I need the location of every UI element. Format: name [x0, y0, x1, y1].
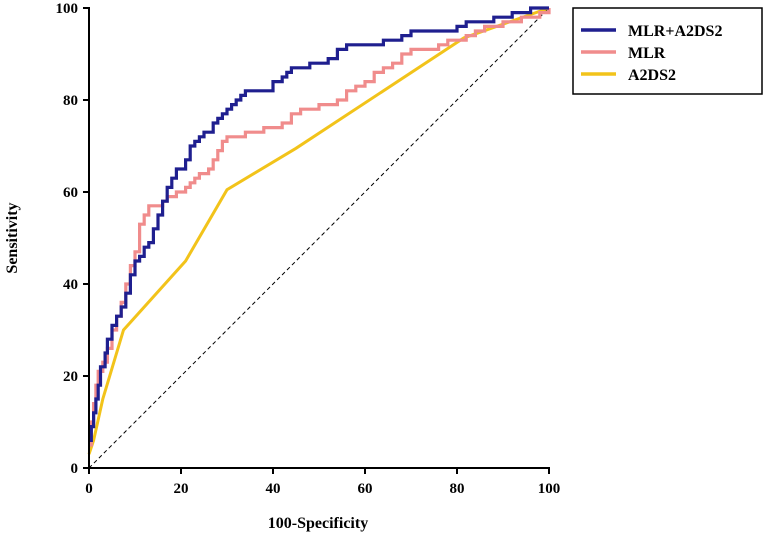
x-tick-label: 100	[538, 481, 561, 497]
y-tick-label: 60	[63, 185, 78, 201]
diagonal-reference-line	[88, 7, 550, 469]
x-tick-label: 20	[174, 481, 189, 497]
legend-label-mlr: MLR	[628, 45, 666, 62]
x-axis-title: 100-Specificity	[268, 515, 368, 532]
legend: MLR+A2DS2 MLR A2DS2	[572, 7, 763, 95]
y-tick-label: 40	[63, 277, 78, 293]
y-axis-title: Sensitivity	[4, 202, 21, 273]
series-line-mlr	[89, 8, 551, 447]
y-tick-label: 100	[56, 1, 79, 17]
ticks-layer: 0 20 40 60 80 100 0 20 40 60 80 100	[56, 1, 561, 497]
legend-label-a2ds2: A2DS2	[628, 67, 676, 84]
y-tick-label: 20	[63, 369, 78, 385]
y-tick-label: 80	[63, 93, 78, 109]
x-tick-label: 0	[85, 481, 93, 497]
series-line-mlr-a2ds2	[89, 6, 549, 442]
x-tick-label: 60	[358, 481, 373, 497]
x-tick-label: 80	[450, 481, 465, 497]
series-line-a2ds2	[87, 6, 550, 455]
y-tick-label: 0	[71, 461, 79, 477]
series-layer	[87, 6, 551, 455]
x-tick-label: 40	[266, 481, 281, 497]
legend-label-mlr-a2ds2: MLR+A2DS2	[628, 23, 722, 40]
